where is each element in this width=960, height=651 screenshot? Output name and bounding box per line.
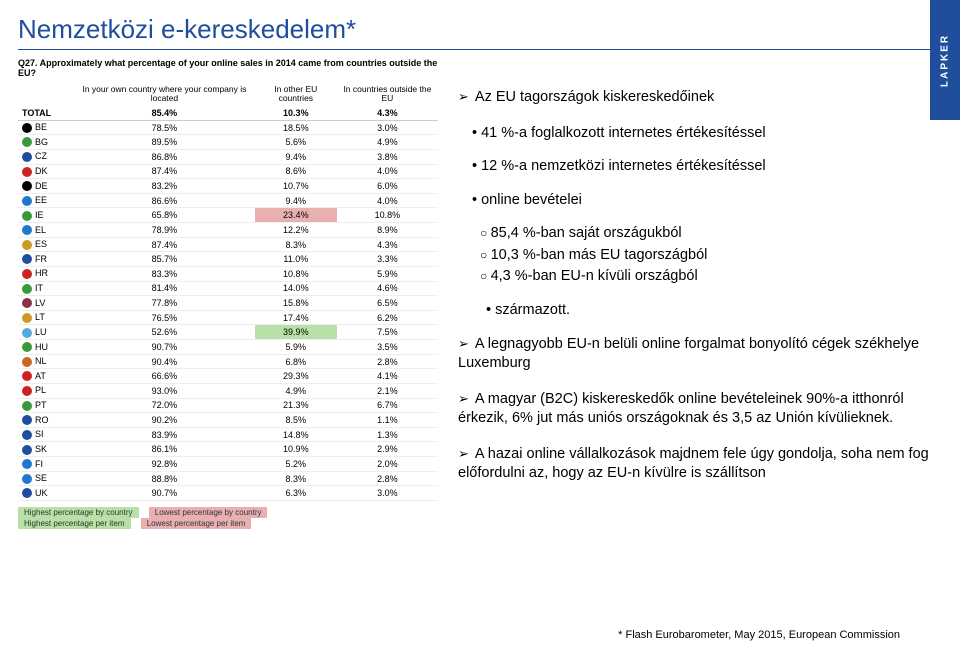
bullet-3: online bevételei — [472, 191, 942, 211]
table-row: IT81.4%14.0%4.6% — [18, 281, 438, 296]
th-outside: In countries outside the EU — [337, 82, 438, 107]
table-row: SE88.8%8.3%2.8% — [18, 471, 438, 486]
table-caption: Q27. Approximately what percentage of yo… — [18, 58, 438, 78]
brand-badge: LAPKER — [930, 0, 960, 120]
th-country — [18, 82, 74, 107]
legend-row-lo: Lowest percentage per item — [141, 518, 252, 529]
footnote: * Flash Eurobarometer, May 2015, Europea… — [618, 629, 900, 641]
table-row: PL93.0%4.9%2.1% — [18, 383, 438, 398]
sub-1: 85,4 %-ban saját országukból — [480, 224, 942, 244]
legend-lo: Lowest percentage by country — [149, 507, 268, 518]
para-2: A legnagyobb EU-n belüli online forgalma… — [458, 335, 942, 374]
table-row: DE83.2%10.7%6.0% — [18, 179, 438, 194]
table-row: LV77.8%15.8%6.5% — [18, 296, 438, 311]
bullet-2: 12 %-a nemzetközi internetes értékesítés… — [472, 157, 942, 177]
text-area: Az EU tagországok kiskereskedőinek 41 %-… — [458, 58, 942, 529]
sub-3: 4,3 %-ban EU-n kívüli országból — [480, 267, 942, 287]
lead-1: Az EU tagországok kiskereskedőinek — [458, 88, 942, 108]
table-header-row: In your own country where your company i… — [18, 82, 438, 107]
table-row: FI92.8%5.2%2.0% — [18, 457, 438, 472]
table-row: HU90.7%5.9%3.5% — [18, 340, 438, 355]
table-row: RO90.2%8.5%1.1% — [18, 413, 438, 428]
page-title: Nemzetközi e-kereskedelem* — [0, 0, 960, 49]
bullet-1: 41 %-a foglalkozott internetes értékesít… — [472, 124, 942, 144]
para-3: A magyar (B2C) kiskereskedők online bevé… — [458, 390, 942, 429]
table-row-total: TOTAL85.4%10.3%4.3% — [18, 107, 438, 121]
para-4: A hazai online vállalkozások majdnem fel… — [458, 445, 942, 484]
table-row: DK87.4%8.6%4.0% — [18, 164, 438, 179]
data-table-area: Q27. Approximately what percentage of yo… — [18, 58, 438, 529]
bullet-4: származott. — [486, 301, 942, 321]
bullet-list-1: 41 %-a foglalkozott internetes értékesít… — [472, 124, 942, 144]
table-row: SK86.1%10.9%2.9% — [18, 442, 438, 457]
title-underline — [18, 49, 942, 50]
table-row: PT72.0%21.3%6.7% — [18, 398, 438, 413]
table-row: HR83.3%10.8%5.9% — [18, 266, 438, 281]
data-table: In your own country where your company i… — [18, 82, 438, 501]
legend-row-hi: Highest percentage per item — [18, 518, 131, 529]
table-row: BE78.5%18.5%3.0% — [18, 120, 438, 135]
table-row: LT76.5%17.4%6.2% — [18, 310, 438, 325]
table-row: SI83.9%14.8%1.3% — [18, 427, 438, 442]
table-row: IE65.8%23.4%10.8% — [18, 208, 438, 223]
bullet-list-2: 12 %-a nemzetközi internetes értékesítés… — [472, 157, 942, 177]
table-row: EL78.9%12.2%8.9% — [18, 223, 438, 238]
bullet-list-4: származott. — [486, 301, 942, 321]
table-legend: Highest percentage by country Lowest per… — [18, 507, 438, 529]
legend-hi: Highest percentage by country — [18, 507, 139, 518]
table-row: ES87.4%8.3%4.3% — [18, 237, 438, 252]
table-row: CZ86.8%9.4%3.8% — [18, 149, 438, 164]
table-row: AT66.6%29.3%4.1% — [18, 369, 438, 384]
table-row: FR85.7%11.0%3.3% — [18, 252, 438, 267]
table-row: UK90.7%6.3%3.0% — [18, 486, 438, 501]
sub-list: 85,4 %-ban saját országukból 10,3 %-ban … — [480, 224, 942, 287]
th-eu: In other EU countries — [255, 82, 337, 107]
table-row: EE86.6%9.4%4.0% — [18, 193, 438, 208]
table-row: NL90.4%6.8%2.8% — [18, 354, 438, 369]
content-row: Q27. Approximately what percentage of yo… — [0, 58, 960, 529]
table-row: BG89.5%5.6%4.9% — [18, 135, 438, 150]
table-row: LU52.6%39.9%7.5% — [18, 325, 438, 340]
sub-2: 10,3 %-ban más EU tagországból — [480, 246, 942, 266]
bullet-list-3: online bevételei — [472, 191, 942, 211]
th-own: In your own country where your company i… — [74, 82, 255, 107]
